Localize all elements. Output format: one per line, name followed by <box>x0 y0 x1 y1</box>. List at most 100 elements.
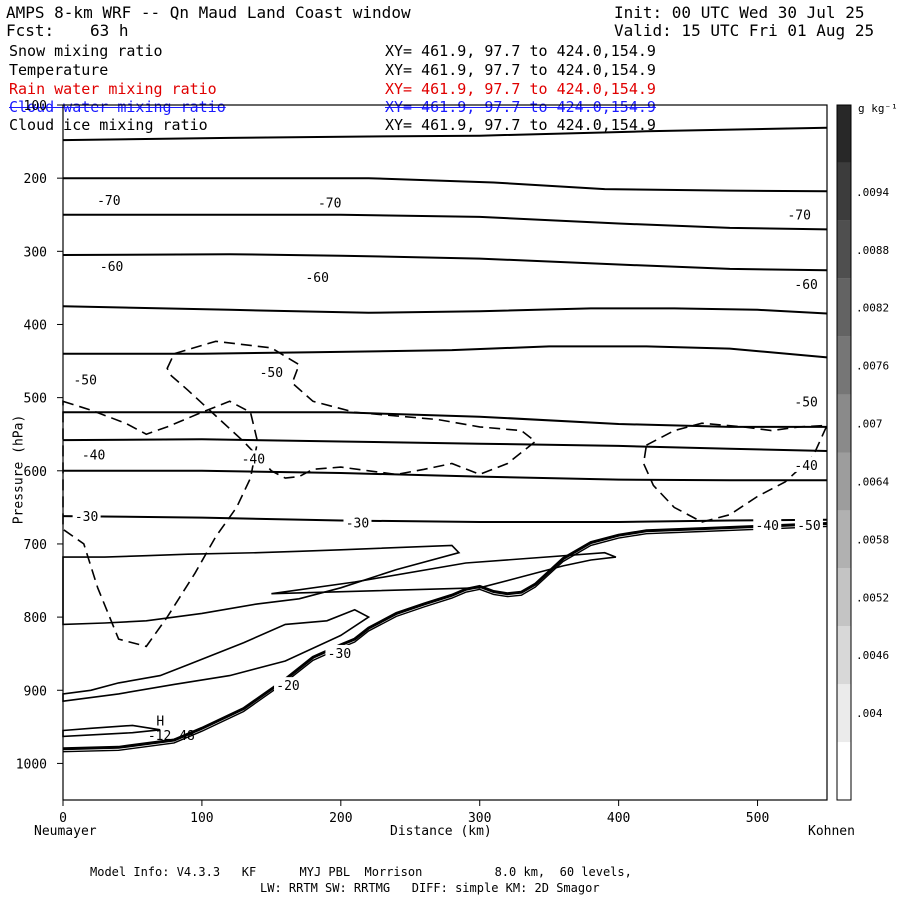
x-axis-title: Distance (km) <box>390 824 492 839</box>
isotherm-label-5: -60 <box>794 278 817 293</box>
model-info-line2: LW: RRTM SW: RRTMG DIFF: simple KM: 2D S… <box>260 881 600 895</box>
y-tick-label-800: 800 <box>24 611 47 626</box>
isotherm-label-14: -40 <box>756 519 779 534</box>
y-tick-label-300: 300 <box>24 245 47 260</box>
terrain-group <box>62 522 828 753</box>
colorbar-cell-11 <box>837 105 851 163</box>
isotherm-label-bg-4 <box>303 268 332 284</box>
field-rain-xy: XY= 461.9, 97.7 to 424.0,154.9 <box>385 80 656 98</box>
colorbar-tick-label-4: .0064 <box>856 475 889 488</box>
cloud-ice-contour-3 <box>271 551 617 595</box>
x-tick-label-400: 400 <box>607 811 630 826</box>
y-axis-title: Pressure (hPa) <box>11 414 27 525</box>
isotherm-line-1 <box>63 177 828 193</box>
isotherm-label-bg-7 <box>257 364 286 380</box>
field-snow-xy: XY= 461.9, 97.7 to 424.0,154.9 <box>385 42 656 60</box>
x-tick-label-200: 200 <box>329 811 352 826</box>
isotherm-line-4 <box>62 305 828 315</box>
isotherm-label-10: -40 <box>242 452 265 467</box>
y-tick-label-500: 500 <box>24 392 47 407</box>
isotherm-line-3 <box>62 253 828 272</box>
isotherm-label-bg-10 <box>239 450 268 466</box>
cloud-ice-contour-0 <box>62 544 461 626</box>
isotherm-label-3: -60 <box>100 260 123 275</box>
contour-label-group: -70 -70 -70 -60 -60 -60 -50 -50 -50 -40 -40 -40 -30 -… <box>71 192 823 744</box>
colorbar-tick-label-9: .0094 <box>856 186 889 199</box>
snow-contour-0 <box>62 400 259 648</box>
isotherm-label-bg-9 <box>79 446 108 462</box>
isotherm-line-6 <box>63 411 827 428</box>
isotherm-line-0 <box>62 126 828 142</box>
isotherm-label-2: -70 <box>787 209 810 224</box>
isotherm-label-12: -30 <box>75 510 98 525</box>
snow-contour-1 <box>166 340 537 479</box>
isotherm-label-bg-6 <box>71 371 100 387</box>
isotherm-label-17: -20 <box>276 679 299 694</box>
x-tick-label-500: 500 <box>746 811 769 826</box>
colorbar-tick-label-5: .007 <box>856 418 883 431</box>
isotherm-line-2 <box>63 213 828 231</box>
colorbar-tick-label-2: .0052 <box>856 591 889 604</box>
y-tick-label-700: 700 <box>24 538 47 553</box>
isotherm-label-bg-11 <box>792 456 821 472</box>
isotherm-line-9 <box>62 515 828 523</box>
x-tick-label-100: 100 <box>190 811 213 826</box>
isotherm-label-0: -70 <box>97 194 120 209</box>
colorbar-cell-6 <box>837 394 851 453</box>
x-end-station: Kohnen <box>808 824 855 839</box>
y-tick-label-900: 900 <box>24 684 47 699</box>
isotherm-label-16: -30 <box>328 647 351 662</box>
y-tick-label-100: 100 <box>24 99 47 114</box>
field-cloud-ice-xy: XY= 461.9, 97.7 to 424.0,154.9 <box>385 116 656 134</box>
isotherm-label-6: -50 <box>73 373 96 388</box>
isotherm-label-bg-3 <box>97 257 126 273</box>
isotherm-label-bg-13 <box>343 514 372 530</box>
colorbar-tick-label-1: .0046 <box>856 649 889 662</box>
isotherm-label-bg-15 <box>794 516 823 532</box>
field-cloud-ice: Cloud ice mixing ratio <box>9 116 208 134</box>
isotherm-label-4: -60 <box>305 271 328 286</box>
isotherm-group <box>62 126 828 523</box>
colorbar-tick-label-6: .0076 <box>856 360 889 373</box>
colorbar-tick-label-3: .0058 <box>856 533 889 546</box>
isotherm-label-bg-16 <box>325 644 354 660</box>
isotherm-line-8 <box>63 469 827 482</box>
isotherm-label-bg-0 <box>94 192 123 208</box>
terrain-line-lower <box>62 525 828 753</box>
y-tick-label-1000: 1000 <box>16 757 47 772</box>
field-temperature-xy: XY= 461.9, 97.7 to 424.0,154.9 <box>385 61 656 79</box>
field-snow: Snow mixing ratio <box>9 42 163 60</box>
isotherm-label-7: -50 <box>260 366 283 381</box>
isotherm-label-1: -70 <box>318 196 341 211</box>
axes-group: 100 200 300 400 500 600 700 800 900 1000 0 100 200 30… <box>16 99 828 826</box>
isotherm-label-bg-2 <box>785 206 814 222</box>
isotherm-label-bg-8 <box>792 393 821 409</box>
y-tick-label-200: 200 <box>24 172 47 187</box>
colorbar-frame <box>836 104 852 801</box>
colorbar-cell-0 <box>837 742 851 800</box>
init-time: Init: 00 UTC Wed 30 Jul 25 <box>614 3 865 22</box>
y-tick-label-400: 400 <box>24 318 47 333</box>
colorbar-cell-4 <box>837 510 851 569</box>
colorbar-cell-8 <box>837 278 851 337</box>
isotherm-label-8: -50 <box>794 395 817 410</box>
colorbar-cell-9 <box>837 220 851 279</box>
field-temperature: Temperature <box>9 61 109 79</box>
colorbar-cell-1 <box>837 684 851 743</box>
isotherm-label-bg-12 <box>72 508 101 524</box>
colorbar-cell-3 <box>837 568 851 627</box>
annotation-0: H <box>156 714 164 729</box>
fcst-value: 63 h <box>90 21 129 40</box>
colorbar-cell-10 <box>837 162 851 221</box>
cloud-ice-contour-1 <box>62 608 371 703</box>
model-info-line1: Model Info: V4.3.3 KF MYJ PBL Morrison 8… <box>90 865 632 879</box>
colorbar-cell-5 <box>837 452 851 511</box>
cloud-ice-contour-2 <box>62 724 161 738</box>
isotherm-label-13: -30 <box>346 517 369 532</box>
x-tick-label-300: 300 <box>468 811 491 826</box>
field-cloud-water: Cloud water mixing ratio <box>9 98 226 116</box>
isotherm-label-15: -50 <box>797 519 820 534</box>
isotherm-label-bg-1 <box>315 194 344 210</box>
colorbar-unit: g kg⁻¹ <box>858 102 898 115</box>
